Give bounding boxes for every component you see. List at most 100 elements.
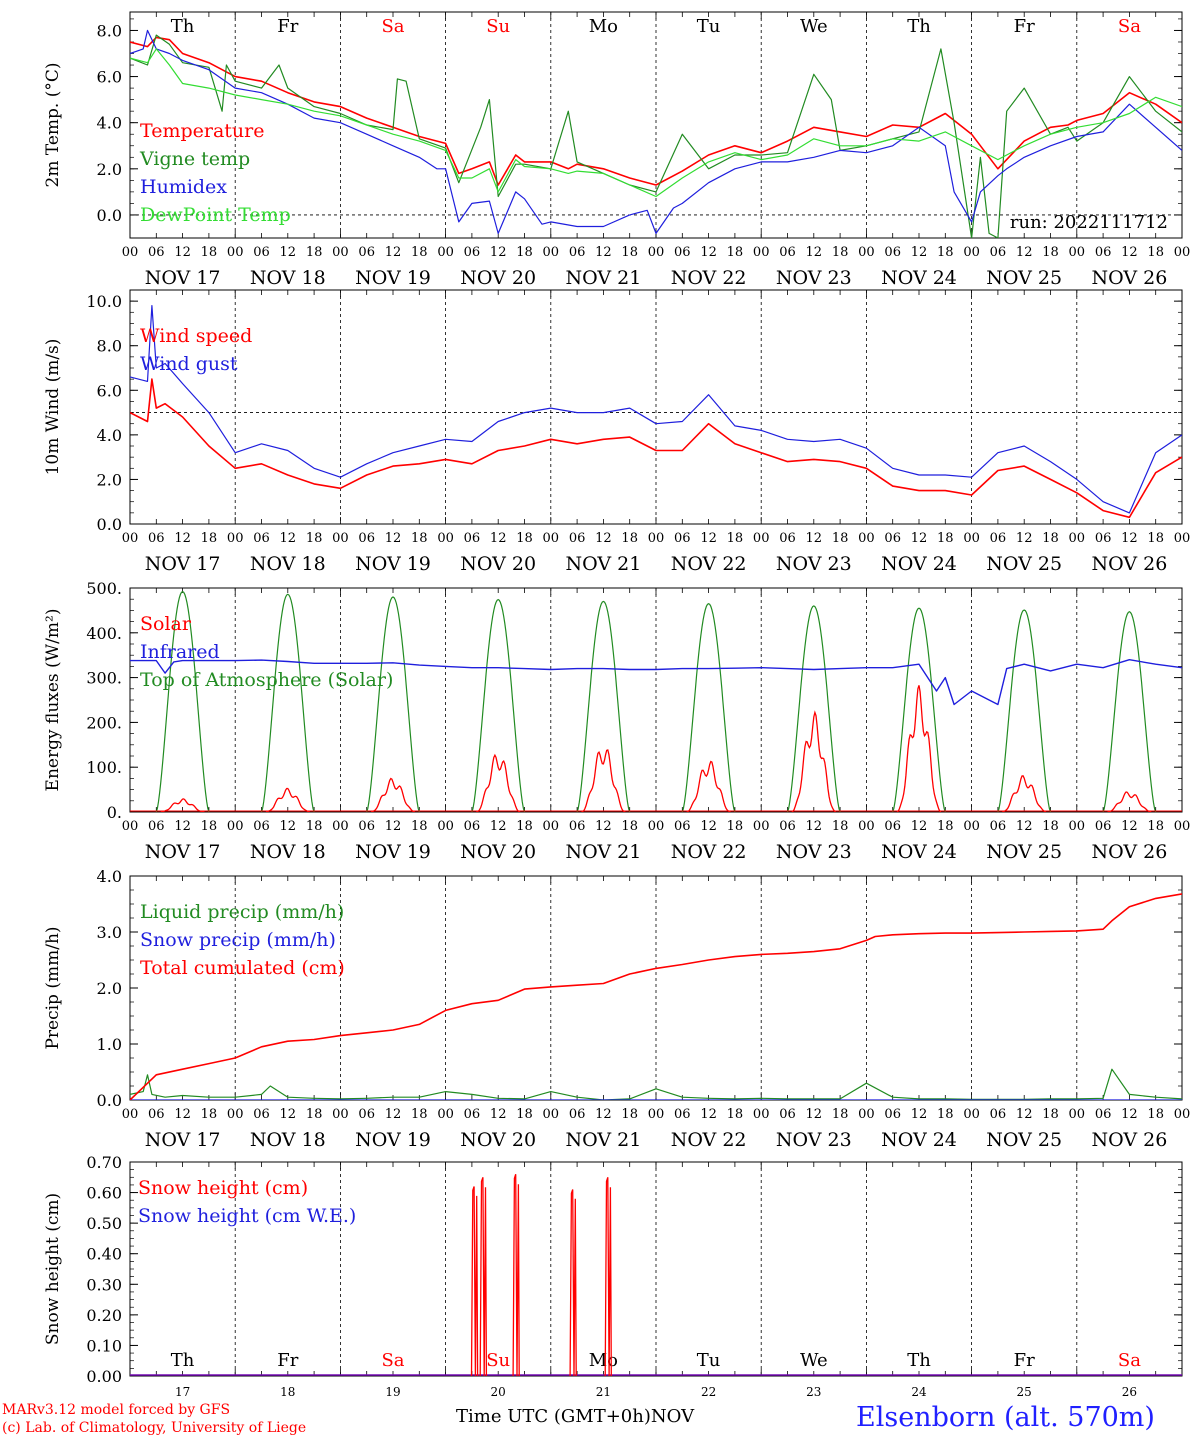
y-tick-label: 100.	[86, 758, 122, 777]
solar-curve	[370, 777, 416, 812]
x-hour-label: 12	[700, 819, 717, 834]
x-hour-label: 06	[358, 531, 375, 546]
x-hour-label: 00	[332, 531, 349, 546]
x-hour-label: 12	[1121, 531, 1138, 546]
x-hour-label: 18	[1042, 1107, 1059, 1122]
x-hour-label: 18	[832, 819, 849, 834]
x-hour-label: 00	[1174, 245, 1191, 260]
x-hour-label: 12	[1016, 1107, 1033, 1122]
weekday-label: Fr	[1014, 16, 1035, 37]
x-hour-label: 06	[148, 1107, 165, 1122]
x-axis-label-text: Time UTC (GMT+0h)	[456, 1406, 651, 1427]
x-date-label: NOV 26	[1091, 267, 1167, 289]
x-hour-label: 00	[122, 245, 139, 260]
y-tick-label: 200.	[86, 713, 122, 732]
x-hour-label: 12	[911, 1107, 928, 1122]
y-tick-label: 1.0	[97, 1035, 122, 1054]
toa-solar-curve	[997, 609, 1052, 812]
x-hour-label: 18	[832, 531, 849, 546]
x-hour-label: 18	[832, 1107, 849, 1122]
toa-solar-curve	[681, 603, 736, 812]
x-date-label: NOV 19	[355, 841, 431, 863]
series-group	[130, 590, 1182, 812]
snow-spike	[479, 1177, 488, 1376]
x-hour-label: 06	[1095, 1107, 1112, 1122]
x-date-label: NOV 21	[565, 1129, 641, 1151]
legend-entry: Snow height (cm)	[138, 1177, 308, 1199]
x-hour-label: 12	[911, 819, 928, 834]
x-hour-label: 18	[201, 531, 218, 546]
x-hour-label: 12	[280, 1107, 297, 1122]
x-hour-label: 06	[779, 819, 796, 834]
x-hour-label: 00	[543, 245, 560, 260]
x-hour-label: 06	[674, 531, 691, 546]
x-hour-label: 12	[280, 245, 297, 260]
series-line-2	[130, 305, 1182, 514]
x-hour-label: 06	[990, 245, 1007, 260]
solar-curve	[896, 685, 942, 812]
x-date-label: NOV 17	[145, 841, 221, 863]
y-tick-label: 10.0	[86, 292, 122, 311]
toa-solar-curve	[155, 590, 210, 812]
x-hour-label: 12	[700, 1107, 717, 1122]
y-axis-label: Snow height (cm)	[43, 1193, 63, 1345]
solar-curve	[1107, 791, 1152, 812]
x-hour-label: 00	[227, 1107, 244, 1122]
x-hour-label: 00	[858, 531, 875, 546]
x-date-label: NOV 20	[460, 841, 536, 863]
x-hour-label: 18	[516, 819, 533, 834]
x-day-number: 26	[1122, 1385, 1137, 1399]
x-hour-label: 00	[753, 819, 770, 834]
x-hour-label: 06	[779, 531, 796, 546]
x-hour-label: 00	[753, 531, 770, 546]
x-hour-label: 00	[227, 819, 244, 834]
x-hour-label: 18	[621, 245, 638, 260]
x-hour-label: 12	[280, 531, 297, 546]
x-hour-label: 00	[122, 1107, 139, 1122]
x-hour-label: 06	[884, 1107, 901, 1122]
x-hour-label: 18	[1147, 245, 1164, 260]
x-hour-label: 06	[1095, 245, 1112, 260]
solar-curve	[581, 749, 626, 812]
x-hour-label: 00	[227, 531, 244, 546]
x-date-label: NOV 17	[145, 267, 221, 289]
series-group	[130, 29, 1182, 238]
x-hour-label: 00	[963, 531, 980, 546]
y-tick-label: 4.0	[97, 426, 122, 445]
x-hour-label: 18	[201, 245, 218, 260]
x-hour-label: 18	[621, 1107, 638, 1122]
x-hour-label: 18	[727, 531, 744, 546]
x-date-label: NOV 24	[881, 553, 957, 575]
x-date-label: NOV 24	[881, 267, 957, 289]
x-hour-label: 12	[911, 245, 928, 260]
weekday-label: Fr	[1014, 1350, 1035, 1371]
x-date-label: NOV 24	[881, 1129, 957, 1151]
weekday-label: Th	[171, 1350, 195, 1371]
x-hour-label: 06	[569, 531, 586, 546]
x-day-number: 17	[175, 1385, 190, 1399]
weekday-label: Mo	[589, 16, 618, 37]
x-hour-label: 00	[963, 819, 980, 834]
x-hour-label: 12	[385, 819, 402, 834]
legend-entry: Vigne temp	[139, 148, 250, 170]
x-axis-month: NOV	[650, 1406, 695, 1427]
station-name: Elsenborn (alt. 570m)	[856, 1402, 1155, 1433]
x-hour-label: 12	[700, 531, 717, 546]
x-hour-label: 18	[621, 531, 638, 546]
x-hour-label: 06	[148, 531, 165, 546]
solar-curve	[1002, 775, 1047, 812]
y-tick-label: 2.0	[97, 160, 122, 179]
x-hour-label: 18	[516, 1107, 533, 1122]
y-tick-label: 500.	[86, 579, 122, 598]
legend-entry: Wind speed	[140, 325, 252, 347]
x-hour-label: 00	[543, 531, 560, 546]
y-axis-label: Precip (mm/h)	[43, 926, 63, 1049]
x-hour-label: 00	[122, 819, 139, 834]
x-hour-label: 00	[963, 1107, 980, 1122]
x-hour-label: 18	[1042, 819, 1059, 834]
x-hour-label: 18	[1042, 531, 1059, 546]
x-hour-label: 06	[779, 1107, 796, 1122]
x-day-number: 18	[280, 1385, 295, 1399]
x-hour-label: 00	[648, 531, 665, 546]
legend-entry: Total cumulated (cm)	[140, 957, 345, 979]
